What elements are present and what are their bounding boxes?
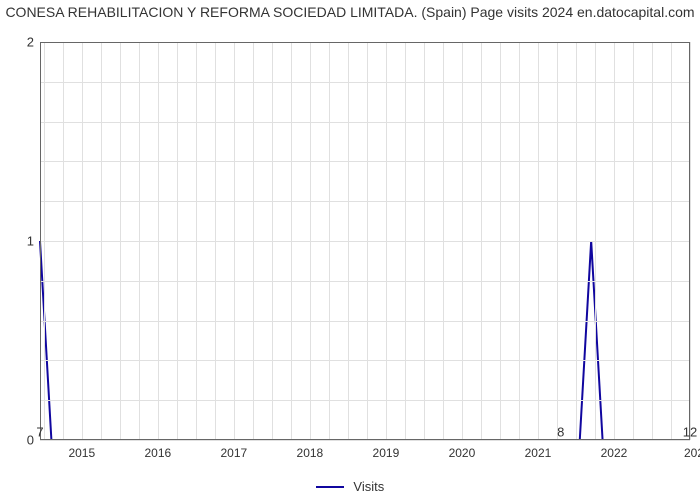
gridline-v bbox=[519, 42, 520, 440]
gridline-v bbox=[196, 42, 197, 440]
gridline-v bbox=[424, 42, 425, 440]
gridline-v bbox=[158, 42, 159, 440]
gridline-h bbox=[40, 161, 690, 162]
data-marker: 8 bbox=[557, 425, 564, 440]
gridline-v bbox=[253, 42, 254, 440]
gridline-v bbox=[576, 42, 577, 440]
gridline-v bbox=[500, 42, 501, 440]
gridline-v bbox=[614, 42, 615, 440]
gridline-v bbox=[215, 42, 216, 440]
gridline-v bbox=[690, 42, 691, 440]
gridline-v bbox=[348, 42, 349, 440]
x-tick-label: 2019 bbox=[373, 440, 400, 460]
visits-line bbox=[40, 241, 690, 440]
data-marker: 12 bbox=[683, 425, 697, 440]
gridline-v bbox=[101, 42, 102, 440]
x-tick-label: 2020 bbox=[449, 440, 476, 460]
gridline-v bbox=[595, 42, 596, 440]
gridline-h bbox=[40, 360, 690, 361]
gridline-h bbox=[40, 440, 690, 441]
gridline-v bbox=[367, 42, 368, 440]
gridline-h bbox=[40, 201, 690, 202]
x-tick-label: 2015 bbox=[68, 440, 95, 460]
axis-border bbox=[40, 42, 41, 440]
gridline-h bbox=[40, 281, 690, 282]
x-tick-label: 2017 bbox=[221, 440, 248, 460]
legend: Visits bbox=[0, 478, 700, 494]
data-marker: 7 bbox=[36, 425, 43, 440]
gridline-h bbox=[40, 321, 690, 322]
gridline-v bbox=[329, 42, 330, 440]
gridline-v bbox=[44, 42, 45, 440]
gridline-v bbox=[481, 42, 482, 440]
y-tick-label: 2 bbox=[27, 35, 40, 50]
x-tick-label: 2018 bbox=[297, 440, 324, 460]
gridline-v bbox=[139, 42, 140, 440]
gridline-v bbox=[557, 42, 558, 440]
plot-area: 0122015201620172018201920202021202220278… bbox=[40, 42, 690, 440]
x-tick-label: 2016 bbox=[144, 440, 171, 460]
gridline-v bbox=[177, 42, 178, 440]
gridline-h bbox=[40, 122, 690, 123]
x-tick-label: 2021 bbox=[525, 440, 552, 460]
gridline-v bbox=[405, 42, 406, 440]
gridline-v bbox=[386, 42, 387, 440]
gridline-v bbox=[671, 42, 672, 440]
legend-swatch bbox=[316, 486, 344, 488]
y-tick-label: 1 bbox=[27, 234, 40, 249]
gridline-h bbox=[40, 241, 690, 242]
axis-border bbox=[40, 439, 690, 440]
gridline-v bbox=[291, 42, 292, 440]
chart-title: CONESA REHABILITACION Y REFORMA SOCIEDAD… bbox=[0, 4, 700, 22]
axis-border bbox=[40, 42, 690, 43]
gridline-v bbox=[120, 42, 121, 440]
gridline-v bbox=[82, 42, 83, 440]
gridline-v bbox=[443, 42, 444, 440]
axis-border bbox=[689, 42, 690, 440]
gridline-h bbox=[40, 82, 690, 83]
gridline-v bbox=[234, 42, 235, 440]
gridline-v bbox=[272, 42, 273, 440]
legend-label: Visits bbox=[353, 479, 384, 494]
gridline-v bbox=[310, 42, 311, 440]
x-tick-label: 2022 bbox=[601, 440, 628, 460]
gridline-v bbox=[63, 42, 64, 440]
gridline-h bbox=[40, 400, 690, 401]
x-tick-label-partial: 202 bbox=[684, 440, 700, 460]
gridline-v bbox=[538, 42, 539, 440]
gridline-v bbox=[633, 42, 634, 440]
gridline-v bbox=[462, 42, 463, 440]
chart-container: CONESA REHABILITACION Y REFORMA SOCIEDAD… bbox=[0, 0, 700, 500]
gridline-v bbox=[652, 42, 653, 440]
